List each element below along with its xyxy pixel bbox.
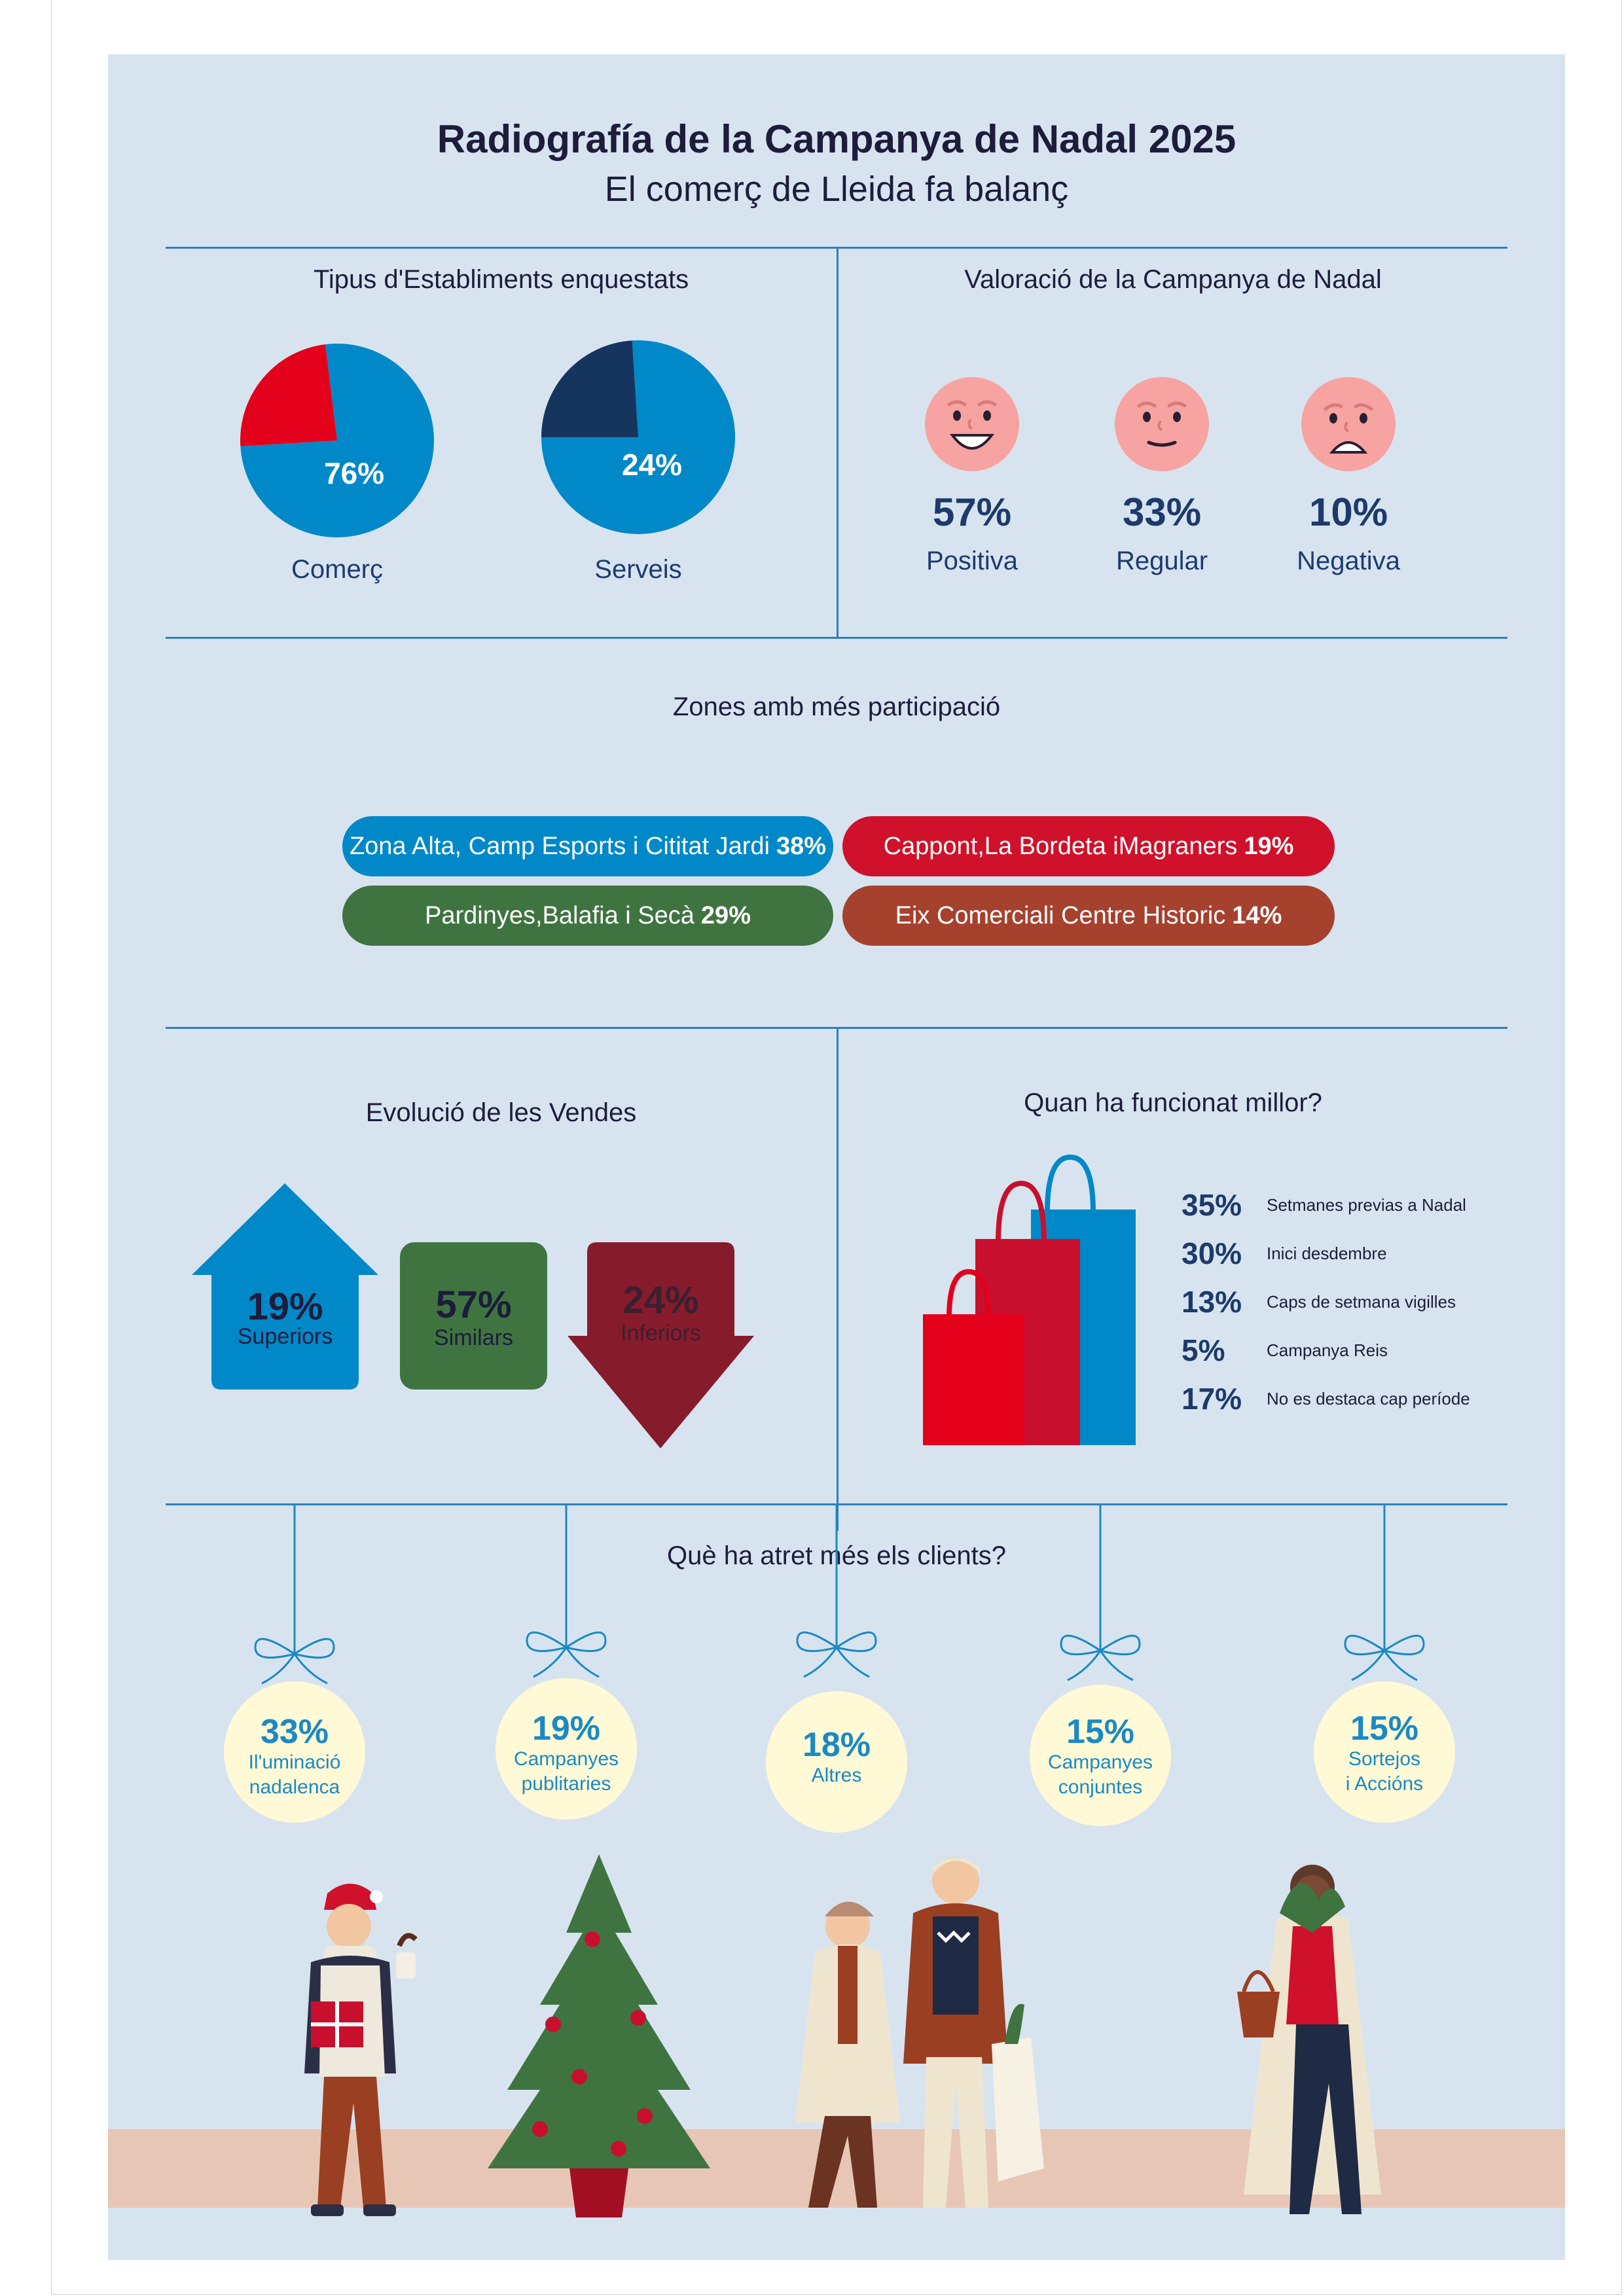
ornament-label-2: nadalenca [249, 1776, 340, 1798]
page-border [51, 0, 1622, 2295]
happy-face-icon [925, 377, 1019, 471]
christmas-tree-icon [488, 1854, 710, 2217]
period-pct: 17% [1182, 1382, 1242, 1416]
sales-superiors-label: Superiors [237, 1324, 333, 1349]
divider-vertical-1 [837, 247, 839, 637]
rating-negative-label: Negativa [1297, 547, 1400, 575]
zone-pill-cappont: Cappont,La Bordeta iMagraners 19% [842, 816, 1335, 876]
ornament-label-2: publitaries [521, 1773, 611, 1795]
pie-serveis-rest-slice [541, 340, 638, 437]
zone-pct: 14% [1232, 901, 1282, 929]
pie-comerc-rest-slice [240, 344, 337, 446]
period-label: No es destaca cap període [1267, 1388, 1470, 1408]
period-label: Setmanes previas a Nadal [1267, 1194, 1466, 1215]
sales-inferiors-label: Inferiors [621, 1321, 701, 1346]
rating-negative-pct: 10% [1308, 490, 1388, 534]
period-row: 13% Caps de setmana vigilles [1182, 1279, 1456, 1325]
ornament-label-1: Campanyes [513, 1748, 619, 1770]
pie-comerc-label: Comerç [291, 555, 384, 584]
ornament-others: 18% Altres [771, 1727, 902, 1788]
zone-pct: 38% [776, 832, 827, 860]
zone-name: Zona Alta, Camp Esports i Cititat Jardi [349, 832, 770, 860]
ornament-joint-campaigns: 15% Campanyes conjuntes [1035, 1713, 1166, 1800]
page-title: Radiografía de la Campanya de Nadal 2025 [437, 117, 1236, 161]
zone-name: Cappont,La Bordeta iMagraners [883, 832, 1238, 860]
arrow-up-icon [192, 1183, 378, 1390]
period-row: 30% Inici desdembre [1182, 1230, 1387, 1276]
period-label: Inici desdembre [1267, 1243, 1387, 1263]
rating-positive-pct: 57% [932, 490, 1012, 534]
ornament-pct: 15% [1066, 1713, 1135, 1751]
periods-title: Quan ha funcionat millor? [1024, 1088, 1322, 1117]
period-pct: 13% [1182, 1285, 1242, 1319]
period-label: Campanya Reis [1267, 1340, 1388, 1360]
ornament-pct: 19% [532, 1710, 601, 1748]
zone-pill-pardinyes: Pardinyes,Balafia i Secà 29% [342, 886, 833, 946]
page-subtitle: El comerç de Lleida fa balanç [604, 170, 1069, 209]
sales-similars-label: Similars [434, 1325, 513, 1350]
period-pct: 30% [1182, 1236, 1242, 1270]
establishments-title: Tipus d'Establiments enquestats [313, 265, 689, 294]
zone-name: Pardinyes,Balafia i Secà [425, 901, 695, 929]
shopper-man-icon [304, 1884, 418, 2216]
pie-serveis [541, 340, 735, 534]
pie-serveis-value: 24% [622, 448, 683, 482]
neutral-face-icon [1115, 377, 1209, 471]
zone-pct: 29% [700, 901, 751, 929]
pie-comerc [240, 344, 434, 537]
ornament-raffles: 15% Sortejos i Accións [1319, 1710, 1450, 1797]
sales-inferiors-pct: 24% [623, 1279, 699, 1321]
rating-positive-label: Positiva [926, 547, 1019, 575]
ornament-pct: 15% [1350, 1710, 1419, 1748]
ornament-label-1: Sortejos [1348, 1748, 1421, 1770]
infographic-panel: Radiografía de la Campanya de Nadal 2025… [108, 54, 1565, 2260]
ornament-label-1: Altres [811, 1765, 862, 1786]
divider-2 [166, 637, 1507, 639]
pie-serveis-label: Serveis [594, 555, 682, 584]
ornament-strings [224, 1503, 1455, 1833]
rating-regular-pct: 33% [1122, 490, 1202, 534]
shopper-woman-icon [1237, 1865, 1381, 2214]
shopping-bags-icon [923, 1154, 1136, 1445]
period-pct: 5% [1182, 1333, 1225, 1367]
zones-title: Zones amb més participació [672, 692, 1001, 721]
sad-face-icon [1301, 377, 1396, 471]
sales-similars-box [400, 1242, 547, 1390]
period-row: 17% No es destaca cap període [1182, 1376, 1470, 1422]
ornament-label-1: Campanyes [1047, 1751, 1153, 1773]
shopping-couple-icon [795, 1857, 1044, 2208]
zone-name: Eix Comerciali Centre Historic [895, 901, 1226, 929]
ornament-label-2: conjuntes [1058, 1776, 1143, 1798]
pie-comerc-value: 76% [324, 456, 385, 490]
period-row: 5% Campanya Reis [1182, 1327, 1388, 1373]
period-pct: 35% [1182, 1188, 1242, 1222]
ornament-pct: 33% [260, 1713, 329, 1751]
zone-pct: 19% [1244, 832, 1294, 860]
sales-superiors-pct: 19% [247, 1285, 323, 1328]
ornament-advertising: 19% Campanyes publitaries [501, 1710, 632, 1797]
divider-vertical-2 [837, 1027, 839, 1531]
ornament-label-1: Il'uminació [248, 1751, 341, 1773]
ornament-illumination: 33% Il'uminació nadalenca [229, 1713, 360, 1800]
sales-similars-pct: 57% [435, 1283, 512, 1326]
period-label: Caps de setmana vigilles [1267, 1291, 1456, 1312]
sales-title: Evolució de les Vendes [365, 1098, 637, 1127]
zone-pill-zona-alta: Zona Alta, Camp Esports i Cititat Jardi 3… [342, 816, 833, 876]
pie-comerc-main-slice [240, 344, 434, 537]
ornament-pct: 18% [802, 1726, 871, 1764]
rating-regular-label: Regular [1115, 547, 1208, 575]
ornament-label-2: i Accións [1345, 1773, 1424, 1795]
zone-pill-eix-comercial: Eix Comerciali Centre Historic 14% [842, 886, 1335, 946]
rating-title: Valoració de la Campanya de Nadal [964, 265, 1382, 294]
period-row: 35% Setmanes previas a Nadal [1182, 1182, 1466, 1228]
arrow-down-icon [568, 1242, 754, 1448]
